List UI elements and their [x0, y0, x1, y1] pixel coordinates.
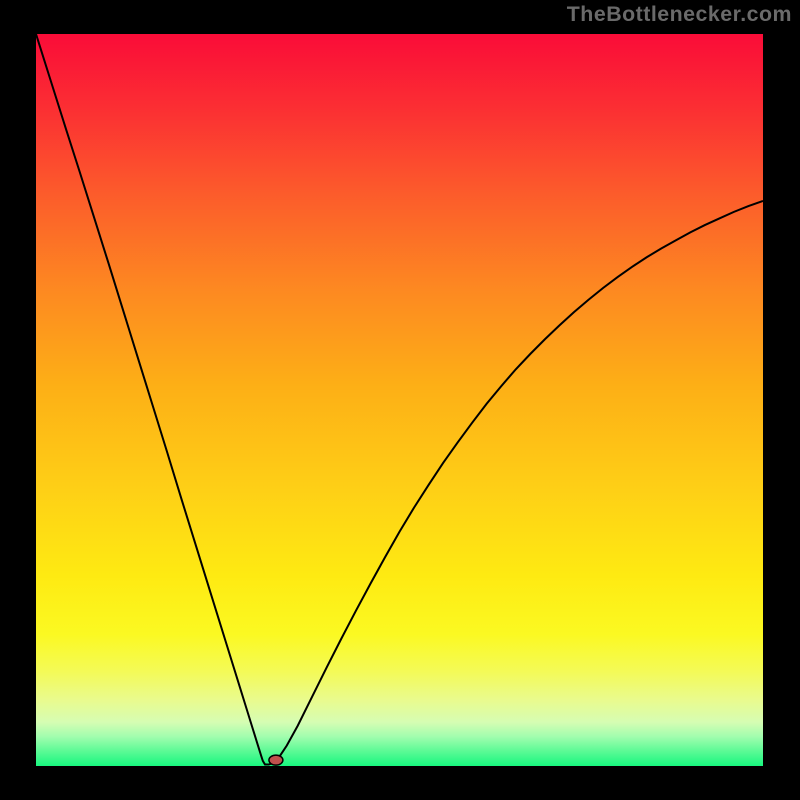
- optimal-point-marker: [269, 755, 283, 765]
- plot-gradient-background: [36, 34, 763, 766]
- chart-frame: TheBottlenecker.com: [0, 0, 800, 800]
- bottleneck-chart: [0, 0, 800, 800]
